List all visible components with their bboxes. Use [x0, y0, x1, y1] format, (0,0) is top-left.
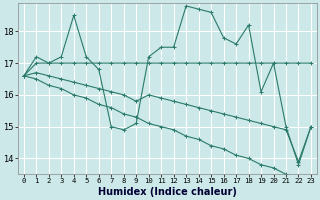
X-axis label: Humidex (Indice chaleur): Humidex (Indice chaleur) [98, 187, 237, 197]
